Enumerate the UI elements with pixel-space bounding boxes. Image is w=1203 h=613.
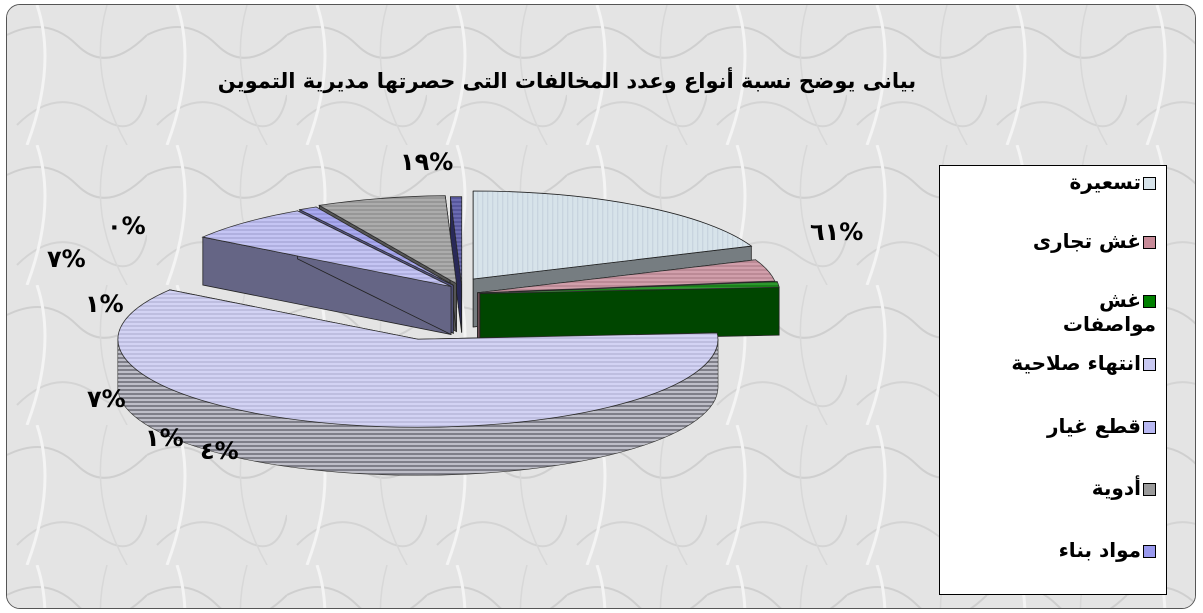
legend-item-tasira: تسعيرة [956,170,1156,194]
pct-label-qata-ghiyar: %٧ [87,385,126,413]
legend-swatch [1143,295,1156,308]
legend-item-ghish-tijari: غش تجارى [956,229,1156,253]
chart-title: بيانى يوضح نسبة أنواع وعدد المخالفات الت… [217,69,917,93]
slice-top-texture [473,191,752,280]
slice-face [479,286,780,342]
slice-top-texture [479,281,780,294]
slice-side-texture [117,339,718,476]
pie-slice [201,210,452,336]
pie-slice [117,289,719,476]
legend-swatch [1143,421,1156,434]
slice-top-texture [117,289,718,428]
slice-top-texture [477,259,775,293]
pct-label-adwiya: %١ [85,290,124,318]
slice-top-texture [299,207,454,286]
pct-label-ghish-tijari: %٤ [200,437,239,465]
slice-top-texture [202,210,452,287]
pct-label-other: %٠ [107,212,146,240]
chart-frame: بيانى يوضح نسبة أنواع وعدد المخالفات الت… [6,4,1196,609]
legend-swatch [1143,177,1156,190]
pct-label-intiha-salahia: %٦١ [810,218,864,246]
pct-label-ghish-mowasafat: %١ [145,424,184,452]
legend-swatch [1143,545,1156,558]
legend-item-qata-ghiyar: قطع غيار [1046,414,1156,438]
legend-swatch [1143,236,1156,249]
legend-swatch [1143,483,1156,496]
pct-label-mawad-bina: %٧ [47,245,86,273]
slice-top-texture [319,195,457,284]
pie-slice [479,281,780,342]
slice-top-texture [450,196,462,285]
legend-item-mawad-bina: مواد بناء [956,538,1156,562]
legend-swatch [1143,358,1156,371]
legend-item-ghish-mowasafat: غش مواصفات [1062,288,1156,336]
pct-label-tasira: %١٩ [400,148,454,176]
pie-layer [117,190,780,476]
chart-legend: تسعيرة غش تجارى غش مواصفات انتهاء صلاحية… [939,165,1167,595]
legend-item-adwiya: أدوية [956,476,1156,500]
legend-item-intiha-salahia: انتهاء صلاحية [956,351,1156,375]
